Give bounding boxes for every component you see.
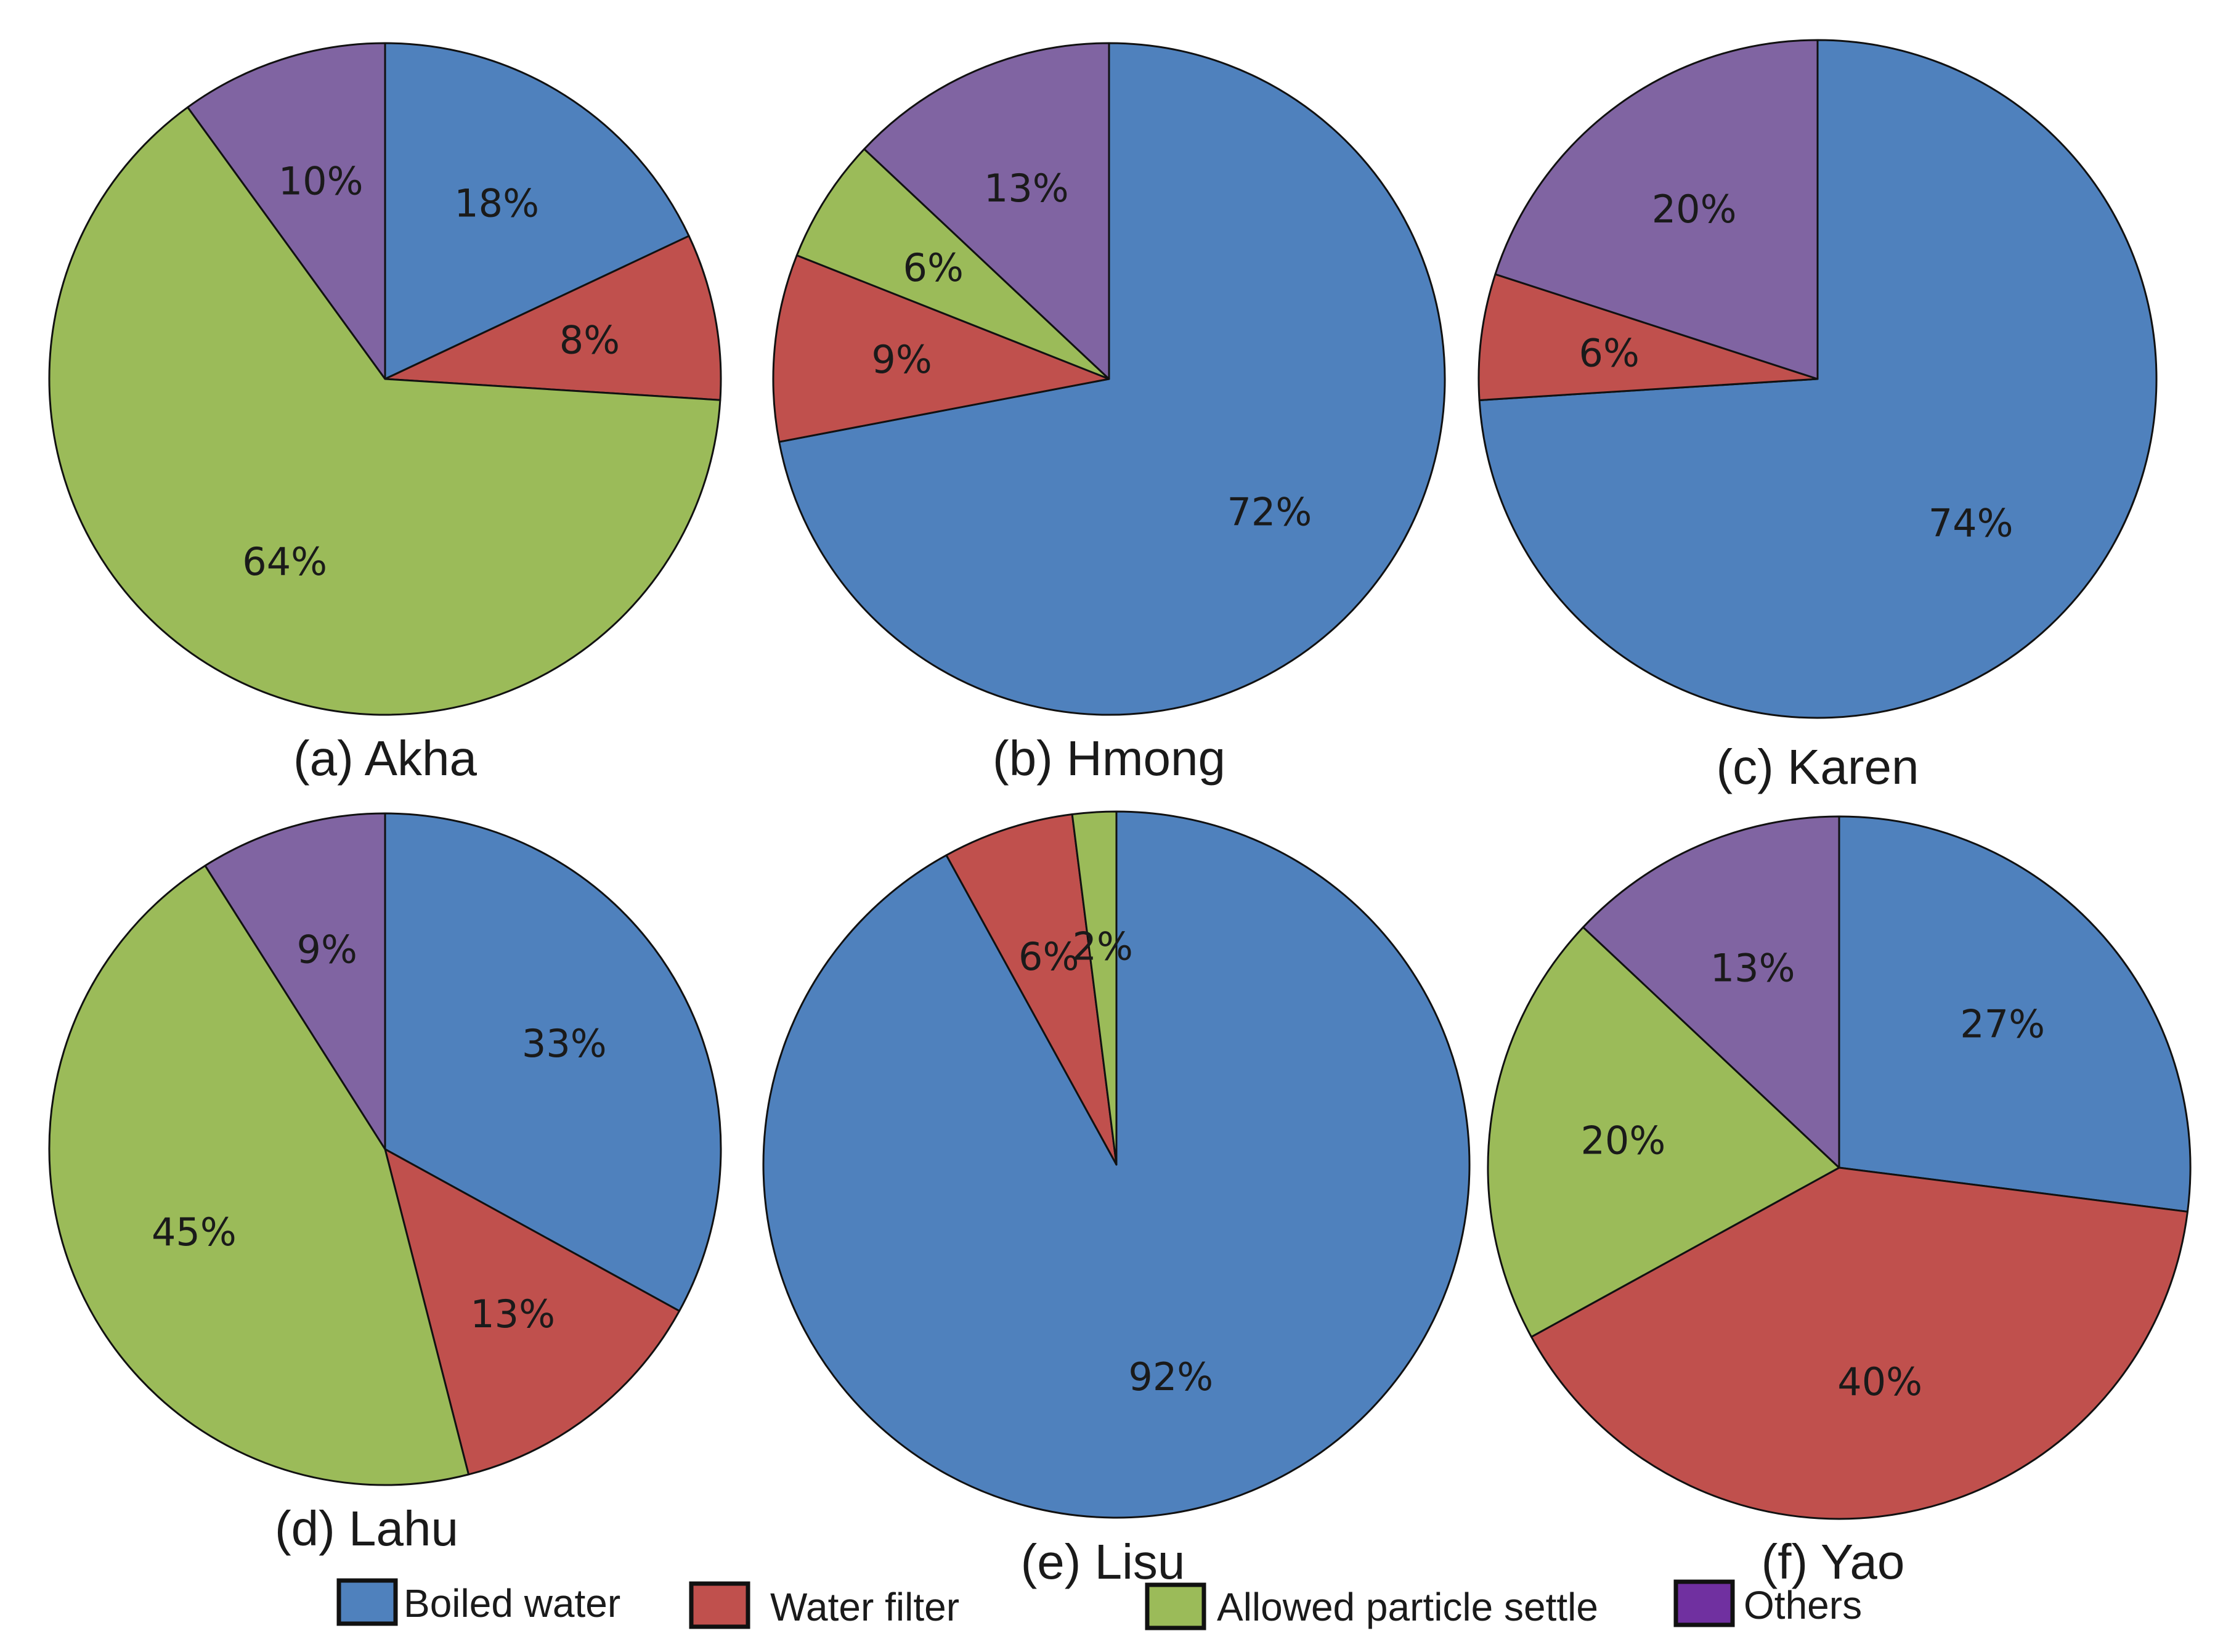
legend-swatch-water-filter <box>689 1581 750 1629</box>
pie-chart-lahu: 33% 13% 45% 9% <box>48 812 722 1486</box>
slice-label-water-filter: 13% <box>470 1292 555 1337</box>
slice-label-allowed-particle-settle: 2% <box>1073 924 1133 969</box>
slice-label-boiled-water: 92% <box>1128 1354 1213 1399</box>
slice-label-others: 20% <box>1652 187 1737 232</box>
pie-chart-karen: 74% 6% 20% <box>1477 39 2158 719</box>
legend-label-boiled-water: Boiled water <box>404 1581 620 1626</box>
slice-label-water-filter: 9% <box>871 337 932 382</box>
pie-slice-water-filter <box>1477 273 1819 402</box>
slice-label-boiled-water: 74% <box>1928 500 2014 545</box>
caption-lahu: (d) Lahu <box>275 1501 458 1556</box>
caption-akha: (a) Akha <box>293 731 477 786</box>
legend-swatch-others <box>1673 1579 1735 1627</box>
pie-slice-boiled-water <box>1838 815 2192 1213</box>
slice-label-water-filter: 40% <box>1837 1359 1922 1404</box>
slice-label-boiled-water: 72% <box>1227 489 1312 534</box>
legend-label-others: Others <box>1744 1583 1862 1627</box>
pie-slice-boiled-water <box>384 812 722 1312</box>
slice-label-boiled-water: 18% <box>454 181 539 226</box>
slice-label-water-filter: 6% <box>1579 330 1640 375</box>
legend-label-water-filter: Water filter <box>770 1585 959 1629</box>
pie-slice-others <box>204 812 386 1150</box>
slice-label-boiled-water: 27% <box>1960 1001 2045 1046</box>
caption-lisu: (e) Lisu <box>1021 1534 1185 1589</box>
pie-slice-allowed-particle-settle <box>1487 926 1840 1338</box>
slice-label-allowed-particle-settle: 20% <box>1580 1118 1665 1163</box>
pie-slice-allowed-particle-settle <box>48 106 721 716</box>
pie-slice-boiled-water <box>778 42 1446 716</box>
pie-slice-water-filter <box>945 813 1118 1166</box>
pie-slice-others <box>187 42 386 380</box>
legend-label-allowed-particle-settle: Allowed particle settle <box>1217 1585 1598 1629</box>
slice-label-allowed-particle-settle: 45% <box>152 1210 237 1255</box>
slice-label-others: 13% <box>984 166 1069 211</box>
pie-slice-water-filter <box>384 235 722 401</box>
pie-slice-water-filter <box>1530 1166 2189 1520</box>
caption-hmong: (b) Hmong <box>993 731 1225 786</box>
pie-slice-others <box>863 42 1110 380</box>
slice-label-allowed-particle-settle: 64% <box>242 539 327 584</box>
pie-chart-akha: 18% 8% 64% 10% <box>48 42 722 716</box>
caption-yao: (f) Yao <box>1762 1534 1905 1589</box>
pie-chart-hmong: 72% 9% 6% 13% <box>772 42 1446 716</box>
slice-label-water-filter: 8% <box>559 318 620 363</box>
caption-karen: (c) Karen <box>1717 739 1919 794</box>
legend: Boiled water Water filter Allowed partic… <box>336 1578 1862 1630</box>
pie-chart-lisu: 92% 6%2% <box>762 810 1471 1519</box>
slice-label-others: 9% <box>297 927 357 972</box>
slice-label-allowed-particle-settle: 6% <box>903 245 964 290</box>
pie-slice-allowed-particle-settle <box>48 865 470 1486</box>
pie-slice-water-filter <box>384 1148 681 1476</box>
legend-swatch-allowed-particle-settle <box>1145 1582 1206 1630</box>
pie-slice-allowed-particle-settle <box>795 148 1110 380</box>
slice-label-others: 13% <box>1710 946 1795 991</box>
pie-slice-others <box>1494 39 1819 380</box>
pie-slice-others <box>1582 815 1840 1169</box>
slice-label-boiled-water: 33% <box>522 1021 607 1066</box>
pie-slice-water-filter <box>772 254 1110 443</box>
pie-chart-yao: 27% 40% 20% 13% <box>1487 815 2192 1520</box>
slice-label-others: 10% <box>278 159 364 204</box>
pie-slice-boiled-water <box>384 42 690 380</box>
pie-slice-allowed-particle-settle <box>1071 810 1118 1166</box>
slice-label-water-filter: 6% <box>1018 934 1079 979</box>
legend-swatch-boiled-water <box>336 1578 398 1626</box>
